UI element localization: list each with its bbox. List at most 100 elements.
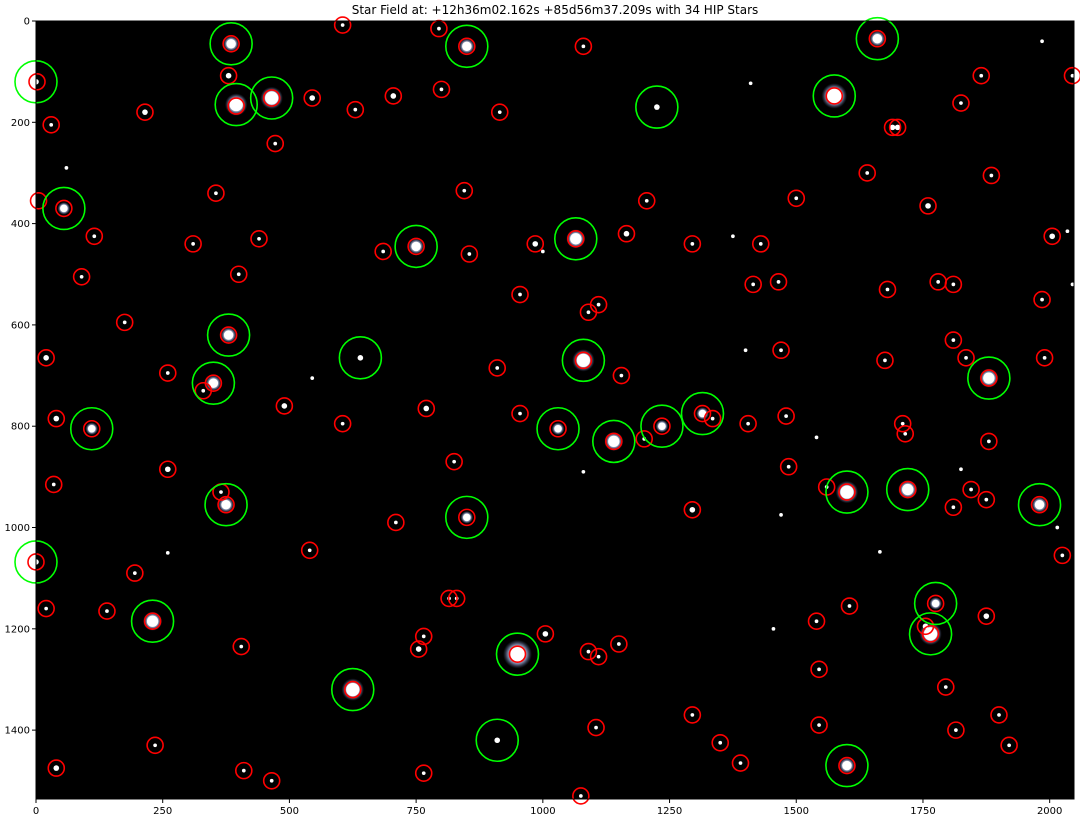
star-point [49, 122, 54, 127]
detection-marker [936, 678, 955, 696]
star-point [954, 728, 958, 732]
hip-star-marker [42, 186, 86, 231]
detection-marker [184, 235, 202, 253]
star-point [105, 609, 109, 613]
star-point [122, 320, 127, 325]
hip-star-marker [214, 82, 259, 127]
star-point [931, 599, 940, 608]
chart-title: Star Field at: +12h36m02.162s +85d56m37.… [351, 3, 759, 17]
detection-marker [374, 242, 392, 261]
detection-marker [432, 80, 451, 99]
x-tick-label: 2000 [1037, 806, 1062, 817]
star-point [225, 72, 232, 79]
detection-marker [229, 265, 248, 284]
detection-marker [566, 229, 585, 248]
star-point [951, 338, 956, 342]
detection-marker [511, 404, 529, 423]
detection-marker [921, 625, 940, 643]
star-point [865, 171, 870, 175]
star-point [497, 110, 502, 115]
star-point [494, 737, 501, 744]
detection-marker [414, 627, 433, 646]
star-point [164, 466, 171, 473]
hip-star-marker [445, 24, 489, 69]
star-point [390, 93, 397, 99]
detection-marker [858, 164, 877, 182]
detection-marker [810, 716, 828, 734]
star-point [902, 483, 914, 496]
detection-marker [85, 227, 104, 246]
detection-marker [98, 602, 116, 620]
detection-marker [387, 513, 405, 532]
star-point [1065, 229, 1070, 234]
star-point [462, 188, 467, 193]
star-point [221, 500, 231, 510]
star-point [439, 87, 444, 92]
detection-marker [751, 235, 770, 253]
star-point [88, 424, 96, 433]
detection-marker [1033, 290, 1051, 309]
detection-marker [72, 267, 91, 286]
detection-marker [637, 192, 656, 210]
detection-marker [343, 680, 362, 699]
star-point [883, 358, 887, 363]
stars-layer [33, 23, 1075, 798]
detection-marker [526, 235, 545, 253]
hip-star-marker [69, 406, 114, 451]
star-point [1070, 73, 1075, 78]
detection-marker [980, 432, 998, 451]
x-tick-label: 1250 [657, 806, 682, 817]
detection-marker [977, 607, 996, 625]
star-point [415, 646, 422, 652]
detection-markers-layer [27, 16, 1080, 805]
hip-star-marker [475, 718, 520, 763]
star-point [307, 548, 312, 553]
detection-marker [1030, 495, 1049, 514]
detection-marker [868, 29, 887, 48]
star-point [997, 713, 1001, 717]
detection-marker [445, 452, 463, 471]
y-tick-label: 200 [11, 118, 30, 129]
detection-marker [1053, 546, 1072, 565]
star-point [872, 34, 883, 44]
star-point [153, 743, 157, 748]
detection-marker [28, 72, 46, 91]
hip-star-marker [561, 338, 606, 383]
plot-frame [35, 20, 1075, 800]
detection-marker [136, 103, 154, 121]
detection-marker [217, 495, 235, 514]
star-point [281, 403, 288, 409]
star-point [463, 513, 471, 522]
star-point [214, 191, 218, 196]
star-point [814, 619, 819, 624]
star-point [794, 196, 799, 201]
hip-star-marker [495, 632, 540, 676]
detection-marker [262, 89, 281, 107]
hip-star-marker [812, 74, 857, 118]
hip-star-marker [209, 21, 253, 66]
star-point [983, 613, 990, 619]
star-point [936, 280, 941, 284]
star-point [596, 654, 601, 659]
star-point [894, 124, 901, 131]
hip-star-marker [640, 404, 684, 449]
star-point [710, 416, 715, 421]
star-point [690, 242, 695, 246]
star-point [257, 236, 261, 241]
detection-marker [266, 134, 285, 153]
star-point [779, 512, 783, 517]
detection-marker [952, 94, 970, 112]
detection-marker [896, 425, 915, 443]
detection-marker [772, 341, 790, 360]
hip-star-marker [825, 743, 869, 788]
star-point [309, 95, 316, 101]
star-point [689, 506, 696, 513]
detection-marker [787, 189, 806, 208]
detection-marker [455, 181, 474, 200]
star-point [191, 242, 195, 246]
hip-markers-layer [14, 16, 1062, 788]
detection-marker [683, 706, 702, 724]
star-point [201, 388, 206, 393]
detection-marker [612, 366, 631, 385]
star-point [1049, 233, 1056, 240]
